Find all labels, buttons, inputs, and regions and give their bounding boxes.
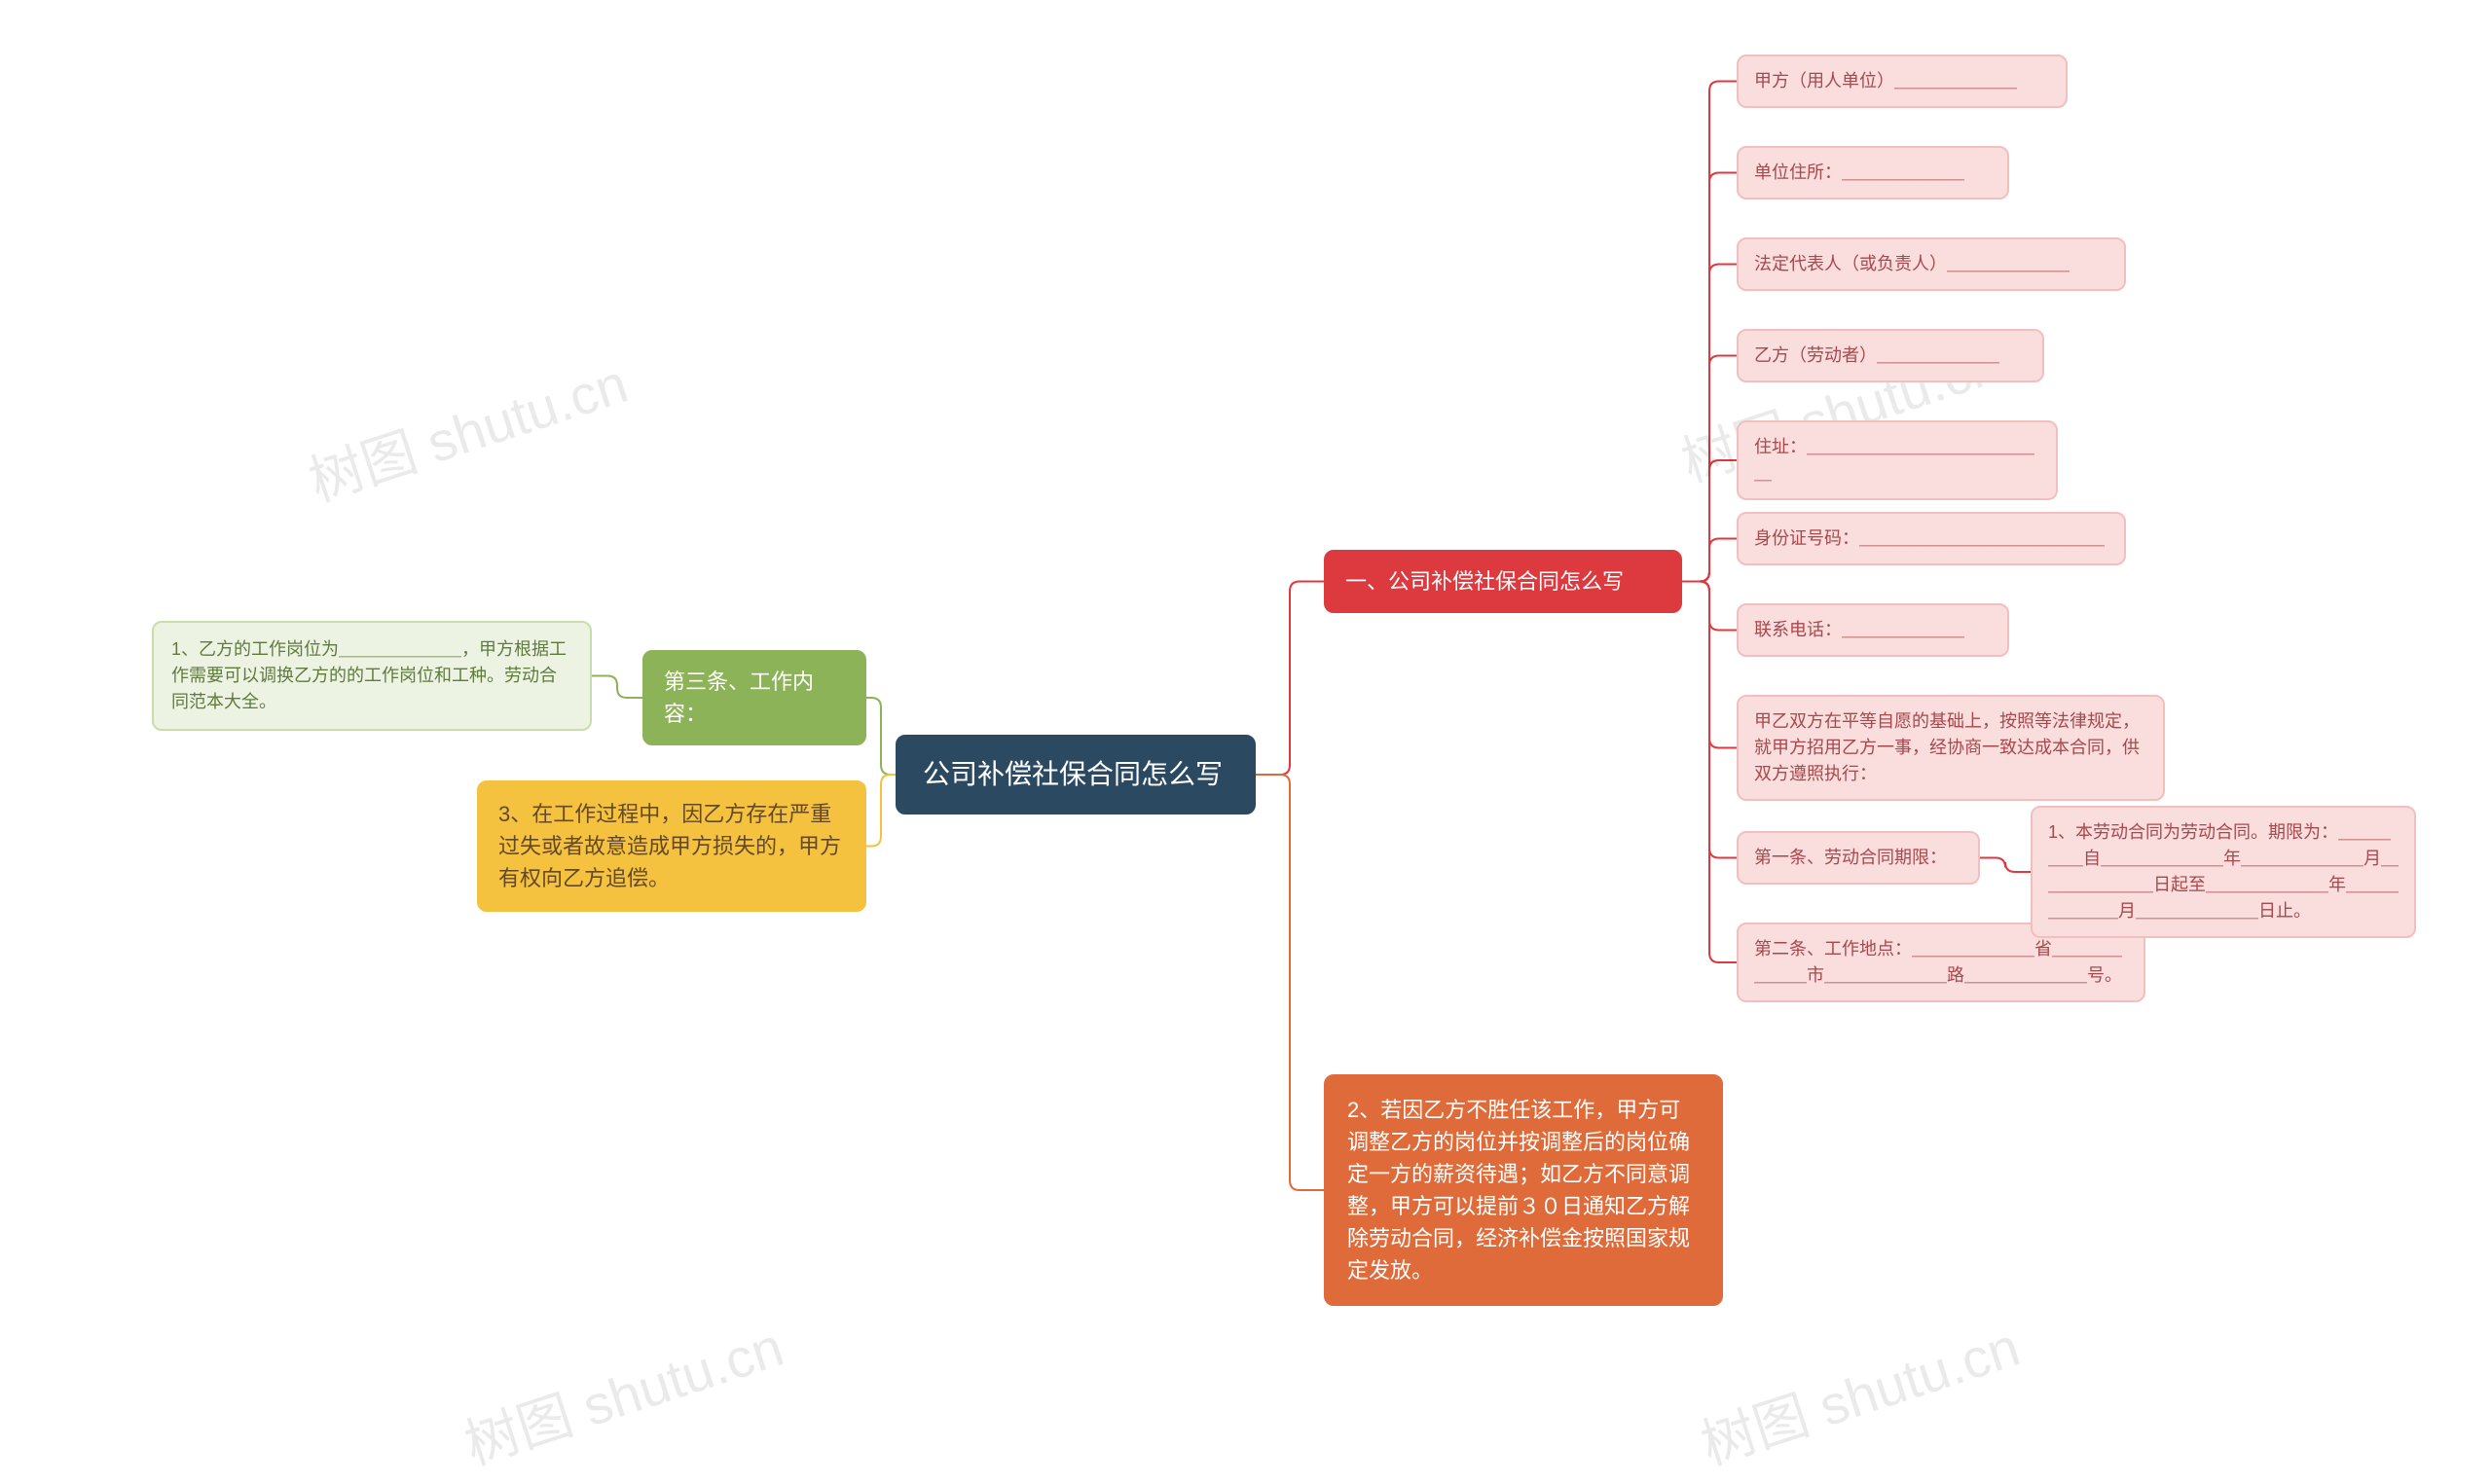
root-node[interactable]: 公司补偿社保合同怎么写 <box>896 735 1256 814</box>
section-1-item[interactable]: 单位住所：＿＿＿＿＿＿＿ <box>1737 146 2009 199</box>
section-1-item[interactable]: 身份证号码：＿＿＿＿＿＿＿＿＿＿＿＿＿＿ <box>1737 512 2126 565</box>
mindmap-canvas: { "canvas": { "width": 2560, "height": 1… <box>0 0 2492 1484</box>
section-1-item[interactable]: 甲乙双方在平等自愿的基础上，按照等法律规定，就甲方招用乙方一事，经协商一致达成本… <box>1737 695 2165 801</box>
section-2-node[interactable]: 2、若因乙方不胜任该工作，甲方可调整乙方的岗位并按调整后的岗位确定一方的薪资待遇… <box>1324 1074 1723 1306</box>
section-1-item[interactable]: 联系电话：＿＿＿＿＿＿＿ <box>1737 603 2009 657</box>
watermark: 树图 shutu.cn <box>1690 1304 2029 1481</box>
section-1-item-9-child[interactable]: 1、本劳动合同为劳动合同。期限为：＿＿＿＿＿自＿＿＿＿＿＿＿年＿＿＿＿＿＿＿月＿… <box>2031 806 2416 938</box>
section-1-item[interactable]: 甲方（用人单位）＿＿＿＿＿＿＿ <box>1737 54 2068 108</box>
section-3-child-node[interactable]: 1、乙方的工作岗位为＿＿＿＿＿＿＿，甲方根据工作需要可以调换乙方的的工作岗位和工… <box>152 621 592 731</box>
section-1-item[interactable]: 住址：＿＿＿＿＿＿＿＿＿＿＿＿＿＿ <box>1737 420 2058 500</box>
section-1-item[interactable]: 第一条、劳动合同期限： <box>1737 831 1980 885</box>
section-1-item[interactable]: 乙方（劳动者）＿＿＿＿＿＿＿ <box>1737 329 2044 382</box>
watermark: 树图 shutu.cn <box>298 341 637 518</box>
section-3-node[interactable]: 第三条、工作内容： <box>642 650 866 745</box>
section-4-node[interactable]: 3、在工作过程中，因乙方存在严重过失或者故意造成甲方损失的，甲方有权向乙方追偿。 <box>477 780 866 912</box>
section-1-node[interactable]: 一、公司补偿社保合同怎么写 <box>1324 550 1682 613</box>
section-1-item[interactable]: 法定代表人（或负责人）＿＿＿＿＿＿＿ <box>1737 237 2126 291</box>
watermark: 树图 shutu.cn <box>454 1304 792 1481</box>
